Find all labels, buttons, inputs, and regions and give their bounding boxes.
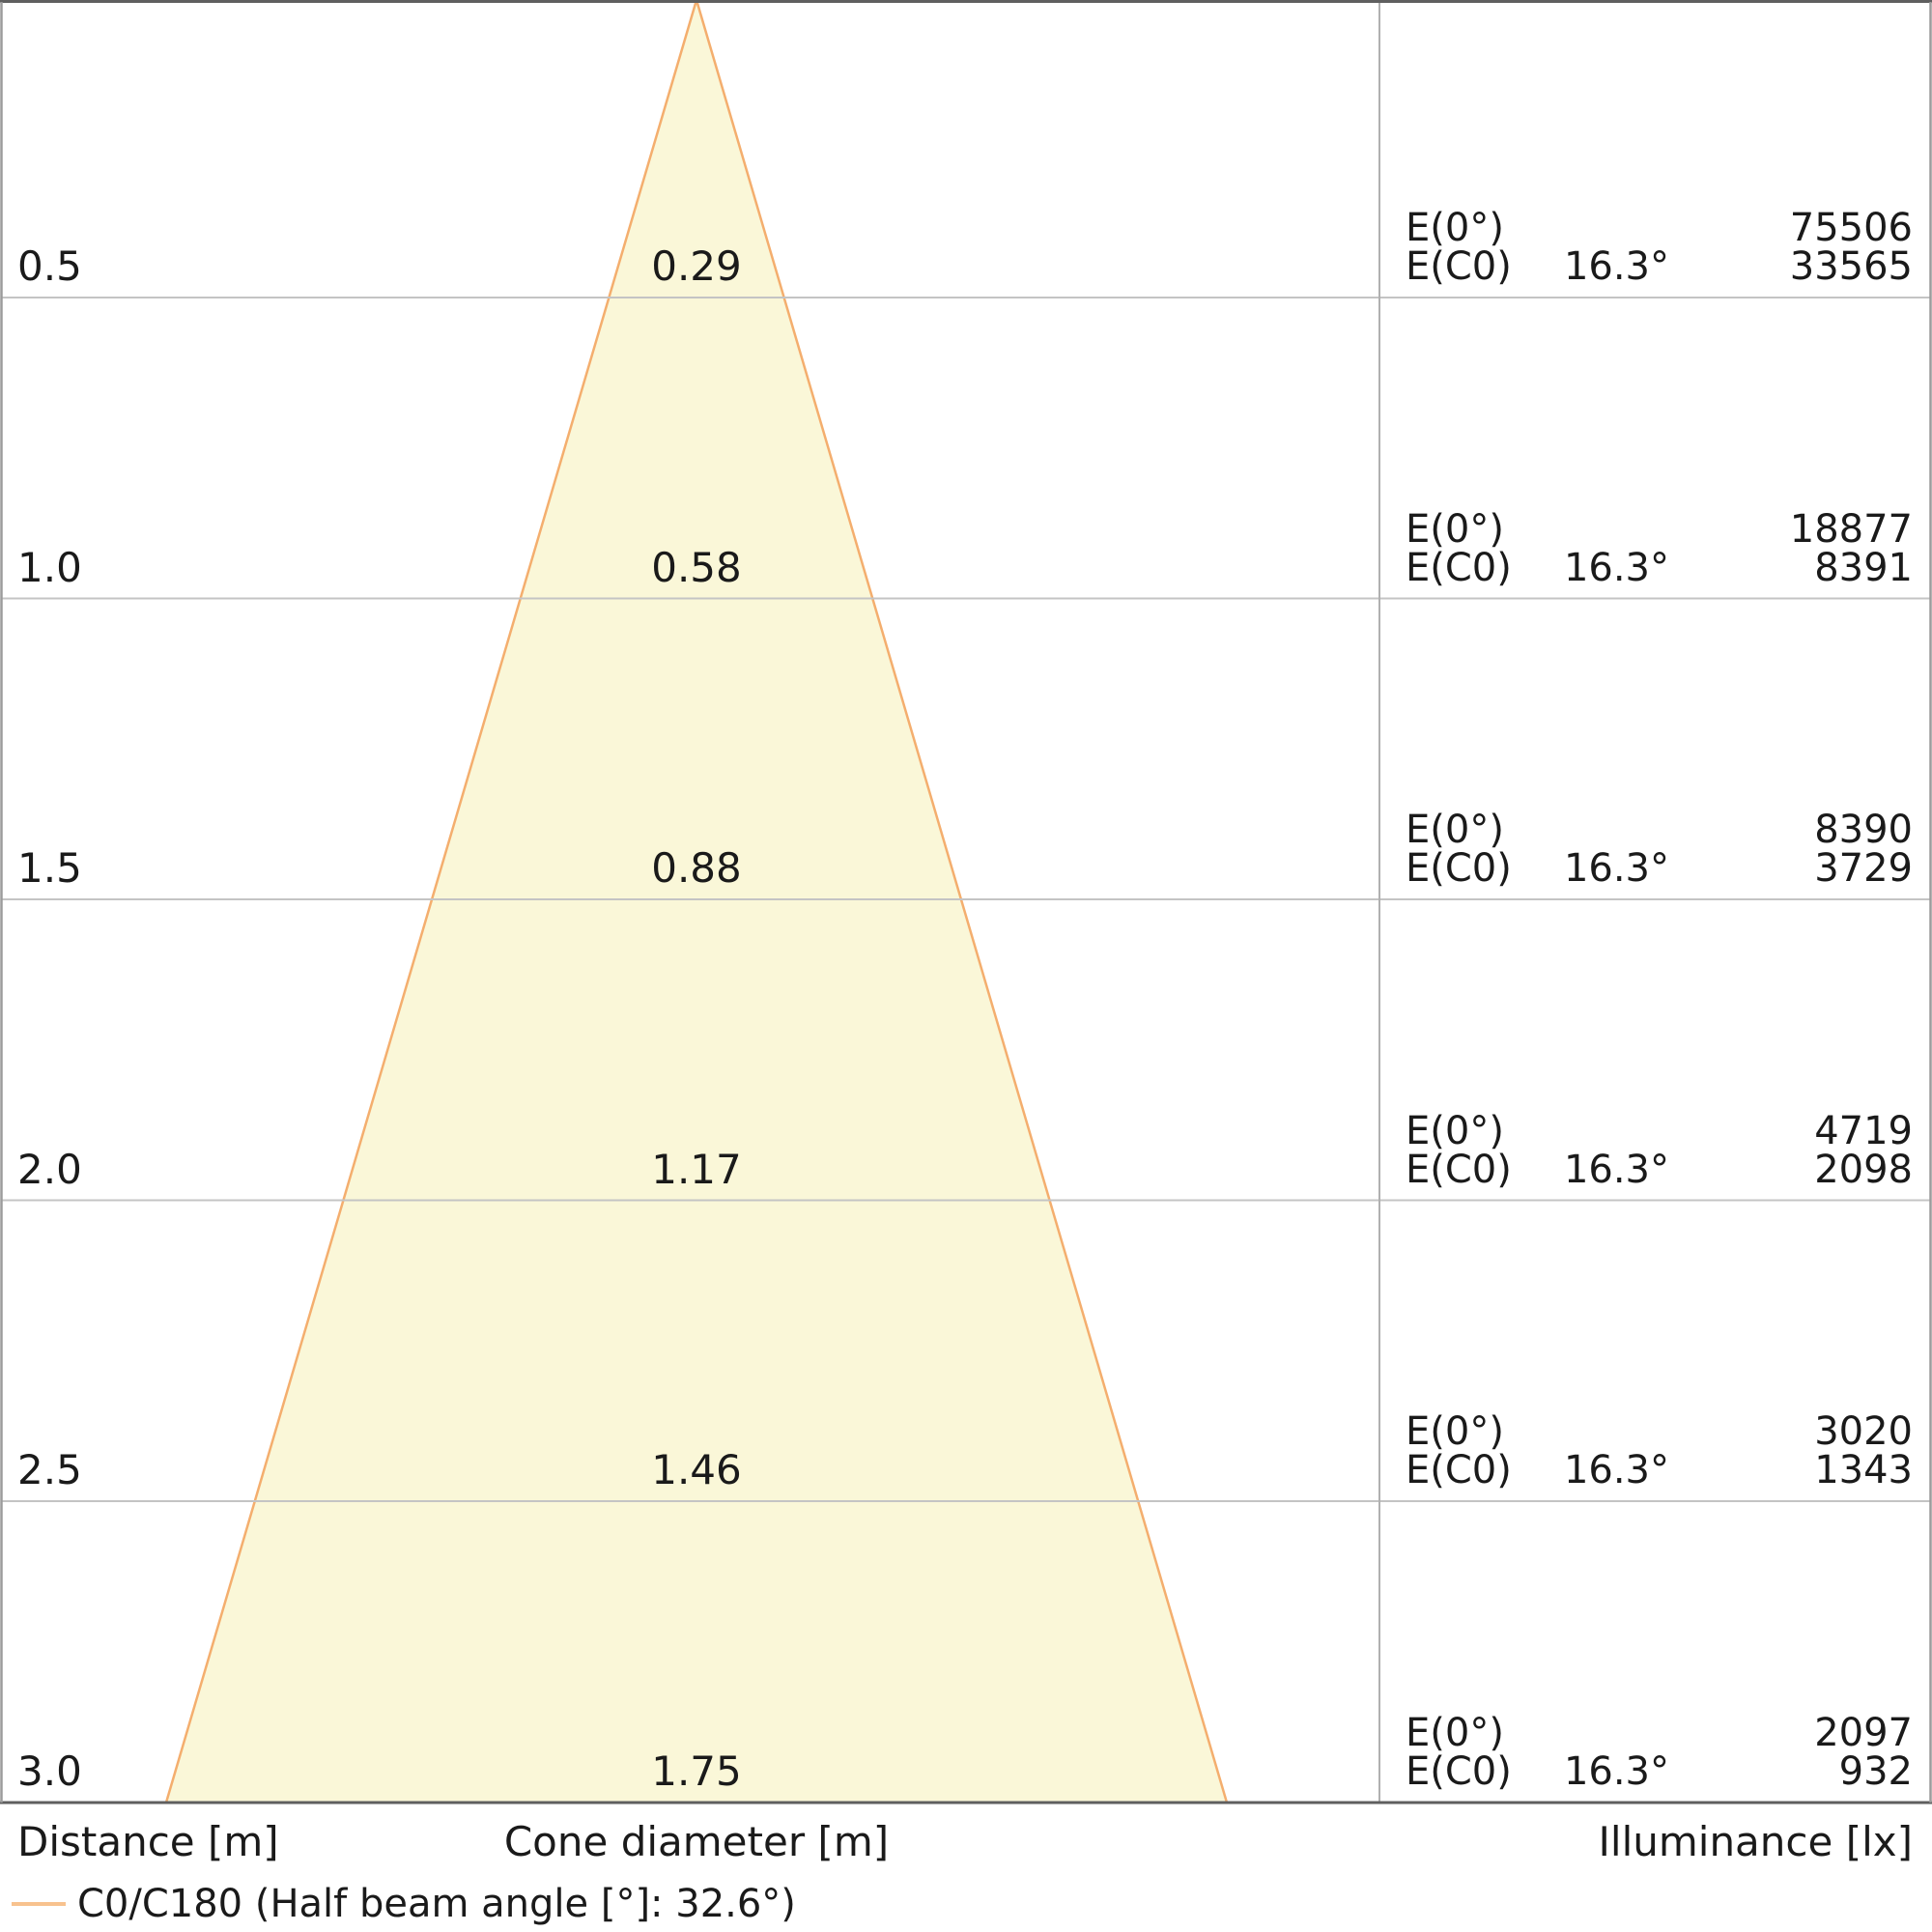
e0-label: E(0°)	[1406, 1409, 1504, 1454]
beam-cone-shape	[166, 0, 1227, 1803]
ec0-label: E(C0)	[1406, 546, 1512, 590]
ec0-label: E(C0)	[1406, 244, 1512, 289]
cone-diameter-value: 1.17	[651, 1146, 742, 1193]
plot-border	[0, 0, 1932, 1804]
distance-tick-2.5: 2.5	[17, 1446, 82, 1493]
e0-label: E(0°)	[1406, 206, 1504, 250]
ec0-value: 8391	[1814, 546, 1913, 590]
e0-label: E(0°)	[1406, 507, 1504, 552]
legend-line-swatch	[12, 1902, 66, 1906]
ec0-angle: 16.3°	[1563, 1448, 1669, 1492]
cone-diameter-value: 0.88	[651, 844, 742, 892]
e0-value: 18877	[1789, 507, 1913, 552]
cone-diameter-value: 0.58	[651, 544, 742, 591]
ec0-angle: 16.3°	[1563, 1148, 1669, 1192]
ec0-angle: 16.3°	[1563, 846, 1669, 891]
ec0-angle: 16.3°	[1563, 1749, 1669, 1794]
ec0-value: 2098	[1814, 1148, 1913, 1192]
ec0-label: E(C0)	[1406, 1749, 1512, 1794]
ec0-value: 932	[1838, 1749, 1913, 1794]
e0-value: 4719	[1814, 1109, 1913, 1153]
illuminance-axis-label: Illuminance [lx]	[1598, 1818, 1913, 1865]
e0-label: E(0°)	[1406, 1109, 1504, 1153]
e0-label: E(0°)	[1406, 1711, 1504, 1755]
distance-tick-0.5: 0.5	[17, 242, 82, 290]
beam-cone-edge-line	[164, 0, 1229, 1804]
cone-diameter-axis-label: Cone diameter [m]	[503, 1818, 890, 1865]
distance-gridlines	[2, 297, 1930, 1502]
e0-label: E(0°)	[1406, 808, 1504, 852]
ec0-value: 1343	[1814, 1448, 1913, 1492]
ec0-label: E(C0)	[1406, 846, 1512, 891]
ec0-label: E(C0)	[1406, 1448, 1512, 1492]
distance-tick-3.0: 3.0	[17, 1747, 82, 1795]
ec0-label: E(C0)	[1406, 1148, 1512, 1192]
cone-diagram-canvas	[0, 0, 1932, 1804]
ec0-value: 3729	[1814, 846, 1913, 891]
e0-value: 8390	[1814, 808, 1913, 852]
e0-value: 2097	[1814, 1711, 1913, 1755]
e0-value: 3020	[1814, 1409, 1913, 1454]
distance-tick-1.5: 1.5	[17, 844, 82, 892]
distance-tick-1.0: 1.0	[17, 544, 82, 591]
cone-diameter-value: 1.46	[651, 1446, 742, 1493]
distance-axis-label: Distance [m]	[17, 1818, 279, 1865]
ec0-angle: 16.3°	[1563, 546, 1669, 590]
e0-value: 75506	[1789, 206, 1913, 250]
cone-diameter-value: 0.29	[651, 242, 742, 290]
distance-tick-2.0: 2.0	[17, 1146, 82, 1193]
legend-label: C0/C180 (Half beam angle [°]: 32.6°)	[77, 1882, 796, 1926]
ec0-value: 33565	[1789, 244, 1913, 289]
cone-diameter-value: 1.75	[651, 1747, 742, 1795]
ec0-angle: 16.3°	[1563, 244, 1669, 289]
